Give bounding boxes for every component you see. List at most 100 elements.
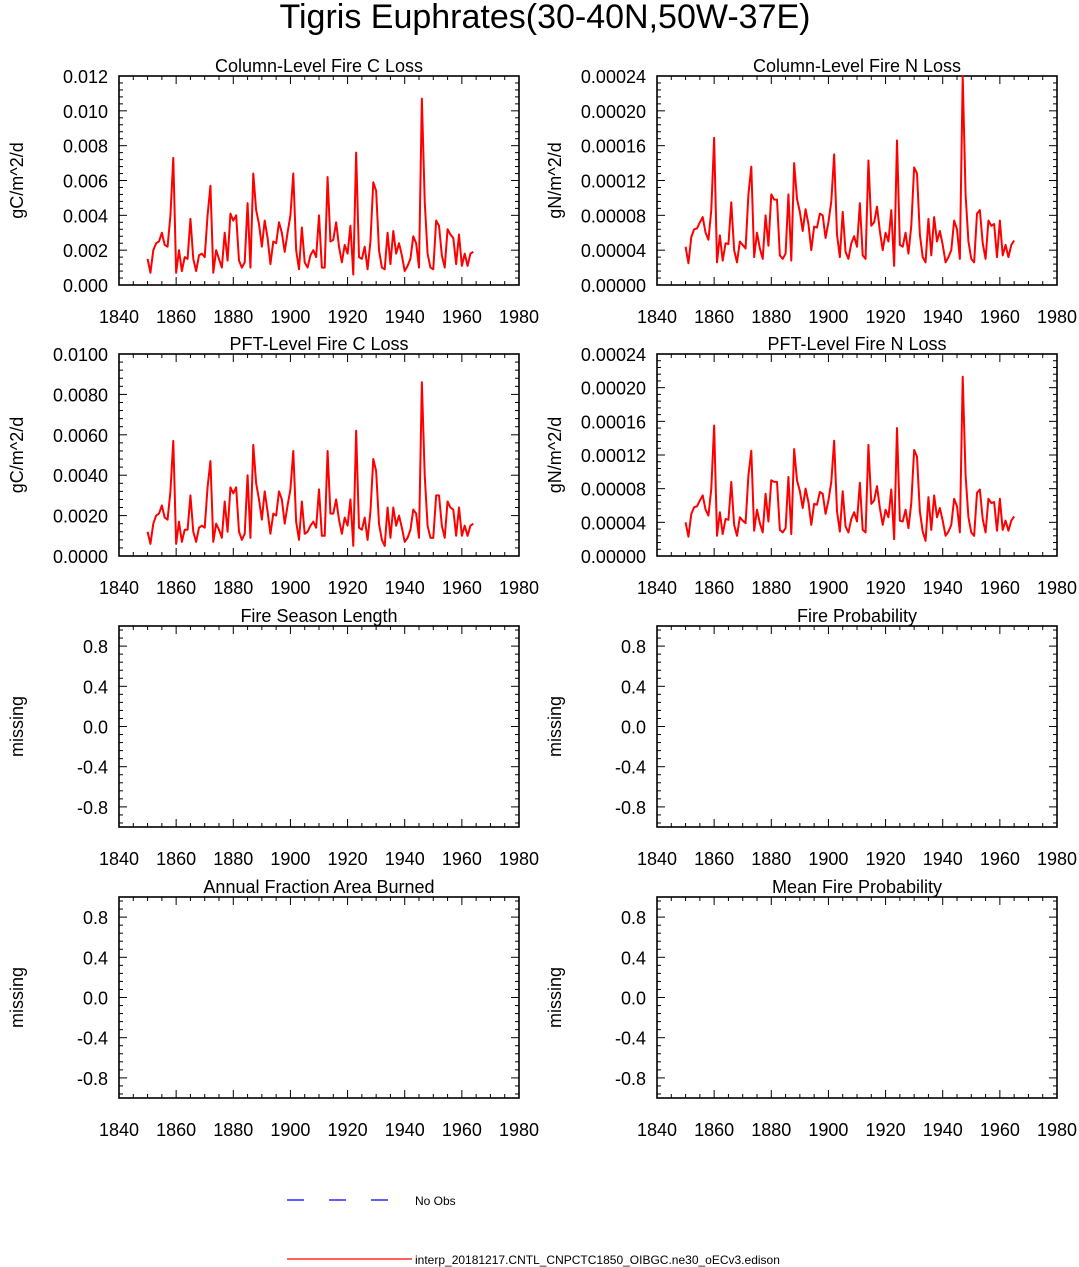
y-axis-label: missing xyxy=(7,696,27,757)
chart-panel-6: Fire Probability 1840 1860 1880 1900 1920 1940… xyxy=(545,606,1077,869)
x-tick-label: 1840 xyxy=(637,1120,677,1140)
x-tick-label: 1900 xyxy=(808,578,848,598)
x-tick-label: 1880 xyxy=(213,849,253,869)
x-tick-label: 1980 xyxy=(499,307,539,327)
x-tick-label: 1960 xyxy=(442,307,482,327)
y-axis-label: gC/m^2/d xyxy=(7,142,27,218)
y-tick-label: 0.4 xyxy=(621,948,646,968)
x-tick-label: 1840 xyxy=(99,1120,139,1140)
x-tick-label: 1960 xyxy=(980,578,1020,598)
x-tick-label: 1880 xyxy=(213,1120,253,1140)
x-tick-label: 1940 xyxy=(923,578,963,598)
x-tick-label: 1980 xyxy=(1037,1120,1077,1140)
y-tick-label: -0.4 xyxy=(615,758,646,778)
y-tick-label: 0.0000 xyxy=(53,547,108,567)
x-tick-label: 1880 xyxy=(213,307,253,327)
x-tick-label: 1880 xyxy=(751,578,791,598)
y-tick-label: -0.4 xyxy=(77,1029,108,1049)
series-line-model xyxy=(684,375,1015,542)
series-line-model xyxy=(684,75,1015,267)
plot-frame xyxy=(656,896,1058,1099)
y-tick-label: 0.8 xyxy=(621,908,646,928)
panel-title: Fire Season Length xyxy=(240,606,397,626)
x-tick-label: 1920 xyxy=(866,307,906,327)
y-axis-label: gC/m^2/d xyxy=(7,417,27,493)
panels: Column-Level Fire C Loss 1840 1860 1880 1900… xyxy=(7,56,1077,1140)
chart-panel-1: Column-Level Fire C Loss 1840 1860 1880 1900… xyxy=(7,56,539,327)
x-tick-label: 1900 xyxy=(270,307,310,327)
y-tick-label: 0.0080 xyxy=(53,385,108,405)
y-axis-label: missing xyxy=(7,967,27,1028)
x-tick-label: 1900 xyxy=(808,307,848,327)
y-tick-label: -0.8 xyxy=(77,798,108,818)
plot-frame xyxy=(656,625,1058,828)
x-tick-label: 1840 xyxy=(99,578,139,598)
chart-panel-3: PFT-Level Fire C Loss 1840 1860 1880 1900 192… xyxy=(7,334,539,598)
x-tick-label: 1840 xyxy=(637,307,677,327)
x-tick-label: 1920 xyxy=(328,849,368,869)
x-tick-label: 1880 xyxy=(213,578,253,598)
x-tick-label: 1860 xyxy=(694,307,734,327)
y-tick-label: 0.00008 xyxy=(581,206,646,226)
plot-frame xyxy=(118,896,520,1099)
x-tick-label: 1860 xyxy=(694,849,734,869)
x-tick-label: 1920 xyxy=(328,578,368,598)
y-tick-label: -0.4 xyxy=(77,758,108,778)
x-tick-label: 1920 xyxy=(866,849,906,869)
x-tick-label: 1900 xyxy=(270,1120,310,1140)
panel-title: Column-Level Fire N Loss xyxy=(753,56,961,76)
y-axis-label: gN/m^2/d xyxy=(545,142,565,218)
y-tick-label: 0.004 xyxy=(63,206,108,226)
x-tick-label: 1860 xyxy=(156,578,196,598)
x-tick-label: 1960 xyxy=(980,849,1020,869)
x-tick-label: 1860 xyxy=(694,1120,734,1140)
x-tick-label: 1960 xyxy=(980,1120,1020,1140)
y-tick-label: 0.8 xyxy=(621,637,646,657)
panel-title: Column-Level Fire C Loss xyxy=(215,56,423,76)
y-tick-label: 0.4 xyxy=(83,948,108,968)
y-tick-label: 0.010 xyxy=(63,102,108,122)
y-tick-label: 0.0 xyxy=(83,989,108,1009)
y-tick-label: 0.000 xyxy=(63,276,108,296)
y-tick-label: 0.0040 xyxy=(53,466,108,486)
plot-frame xyxy=(118,625,520,828)
y-tick-label: 0.0 xyxy=(621,718,646,738)
x-tick-label: 1960 xyxy=(442,578,482,598)
series-line-model xyxy=(146,97,474,276)
y-tick-label: 0.012 xyxy=(63,67,108,87)
x-tick-label: 1840 xyxy=(637,578,677,598)
x-tick-label: 1900 xyxy=(808,1120,848,1140)
y-axis-label: missing xyxy=(545,696,565,757)
x-tick-label: 1840 xyxy=(99,849,139,869)
x-tick-label: 1960 xyxy=(980,307,1020,327)
legend-obs-label: No Obs xyxy=(415,1194,456,1208)
x-tick-label: 1980 xyxy=(499,849,539,869)
x-tick-label: 1860 xyxy=(156,1120,196,1140)
x-tick-label: 1920 xyxy=(866,1120,906,1140)
y-tick-label: 0.00000 xyxy=(581,547,646,567)
chart-panel-4: PFT-Level Fire N Loss 1840 1860 1880 1900 192… xyxy=(545,334,1077,598)
panel-title: Annual Fraction Area Burned xyxy=(203,877,434,897)
panel-title: PFT-Level Fire C Loss xyxy=(229,334,408,354)
x-tick-label: 1840 xyxy=(99,307,139,327)
y-tick-label: 0.4 xyxy=(83,677,108,697)
x-tick-label: 1980 xyxy=(1037,849,1077,869)
y-tick-label: 0.8 xyxy=(83,637,108,657)
y-tick-label: 0.00008 xyxy=(581,480,646,500)
x-tick-label: 1980 xyxy=(1037,578,1077,598)
y-tick-label: 0.00016 xyxy=(581,412,646,432)
y-tick-label: -0.4 xyxy=(615,1029,646,1049)
x-tick-label: 1940 xyxy=(923,307,963,327)
y-tick-label: 0.00016 xyxy=(581,137,646,157)
figure-title: Tigris Euphrates(30-40N,50W-37E) xyxy=(279,0,810,36)
x-tick-label: 1940 xyxy=(385,307,425,327)
x-tick-label: 1940 xyxy=(385,1120,425,1140)
y-tick-label: 0.0100 xyxy=(53,345,108,365)
legend: No Obs interp_20181217.CNTL_CNPCTC1850_O… xyxy=(287,1194,780,1267)
x-tick-label: 1900 xyxy=(808,849,848,869)
x-tick-label: 1920 xyxy=(328,1120,368,1140)
x-tick-label: 1860 xyxy=(156,307,196,327)
y-tick-label: 0.00000 xyxy=(581,276,646,296)
series-line-model xyxy=(146,381,474,547)
